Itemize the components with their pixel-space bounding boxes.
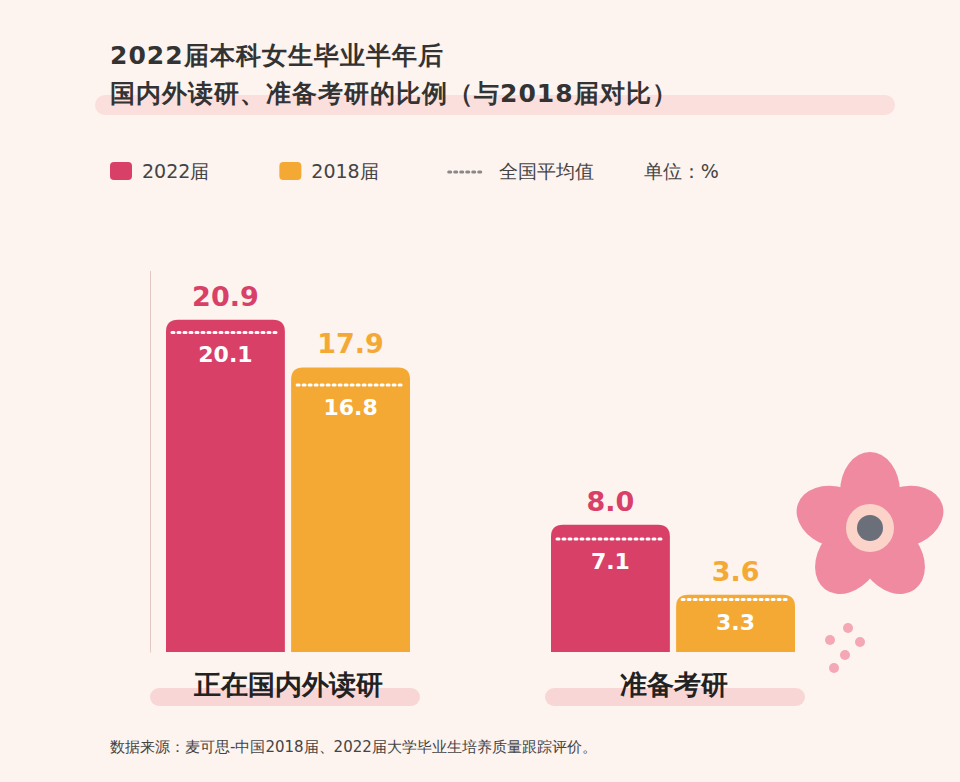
unit-label: 单位：% — [644, 160, 719, 182]
dot — [825, 635, 835, 645]
background — [0, 0, 960, 782]
average-label: 3.3 — [716, 610, 755, 635]
source: 数据来源：麦可思-中国2018届、2022届大学毕业生培养质量跟踪评价。 — [110, 738, 597, 756]
x-axis: 正在国内外读研 准备考研 — [193, 669, 728, 700]
data-label: 17.9 — [317, 328, 384, 359]
data-label: 20.9 — [192, 281, 259, 312]
dot — [843, 623, 853, 633]
dot — [855, 637, 865, 647]
flower — [788, 452, 951, 607]
dot — [840, 650, 850, 660]
average-line — [172, 331, 279, 334]
data-label: 8.0 — [587, 486, 635, 517]
labels: 20.9 8.0 17.9 3.6 20.1 7.1 16.8 3.3 — [192, 281, 759, 635]
legend-label: 全国平均值 — [499, 160, 594, 182]
legend-label: 2022届 — [142, 160, 209, 182]
y-axis-line — [150, 271, 151, 653]
bar — [291, 367, 410, 652]
plot — [166, 320, 795, 652]
x-tick-label: 准备考研 — [620, 669, 728, 700]
average-line — [297, 383, 404, 386]
decoration — [95, 95, 952, 706]
average-label: 20.1 — [198, 342, 252, 367]
subtitle: 国内外读研、准备考研的比例（与2018届对比） — [110, 79, 678, 108]
average-label: 7.1 — [591, 549, 630, 574]
x-tick-label: 正在国内外读研 — [193, 669, 383, 700]
average-line — [682, 598, 789, 601]
dot — [829, 663, 839, 673]
average-label: 16.8 — [323, 395, 377, 420]
x-tick: 准备考研 — [620, 669, 728, 700]
legend-average-line — [449, 171, 485, 174]
y-axis — [150, 271, 151, 653]
average-line — [557, 538, 664, 541]
bar — [166, 320, 285, 652]
chart: 2022届本科女生毕业半年后国内外读研、准备考研的比例（与2018届对比） 202… — [0, 0, 960, 782]
bar — [676, 595, 795, 652]
legend-swatch — [279, 162, 301, 180]
legend-label: 2018届 — [311, 160, 378, 182]
title: 2022届本科女生毕业半年后 — [110, 41, 444, 70]
bar — [551, 525, 670, 652]
data-label: 3.6 — [712, 556, 760, 587]
x-tick: 正在国内外读研 — [193, 669, 383, 700]
legend-swatch — [110, 162, 132, 180]
legend: 2022届 2018届 全国平均值 单位：% — [110, 160, 719, 182]
